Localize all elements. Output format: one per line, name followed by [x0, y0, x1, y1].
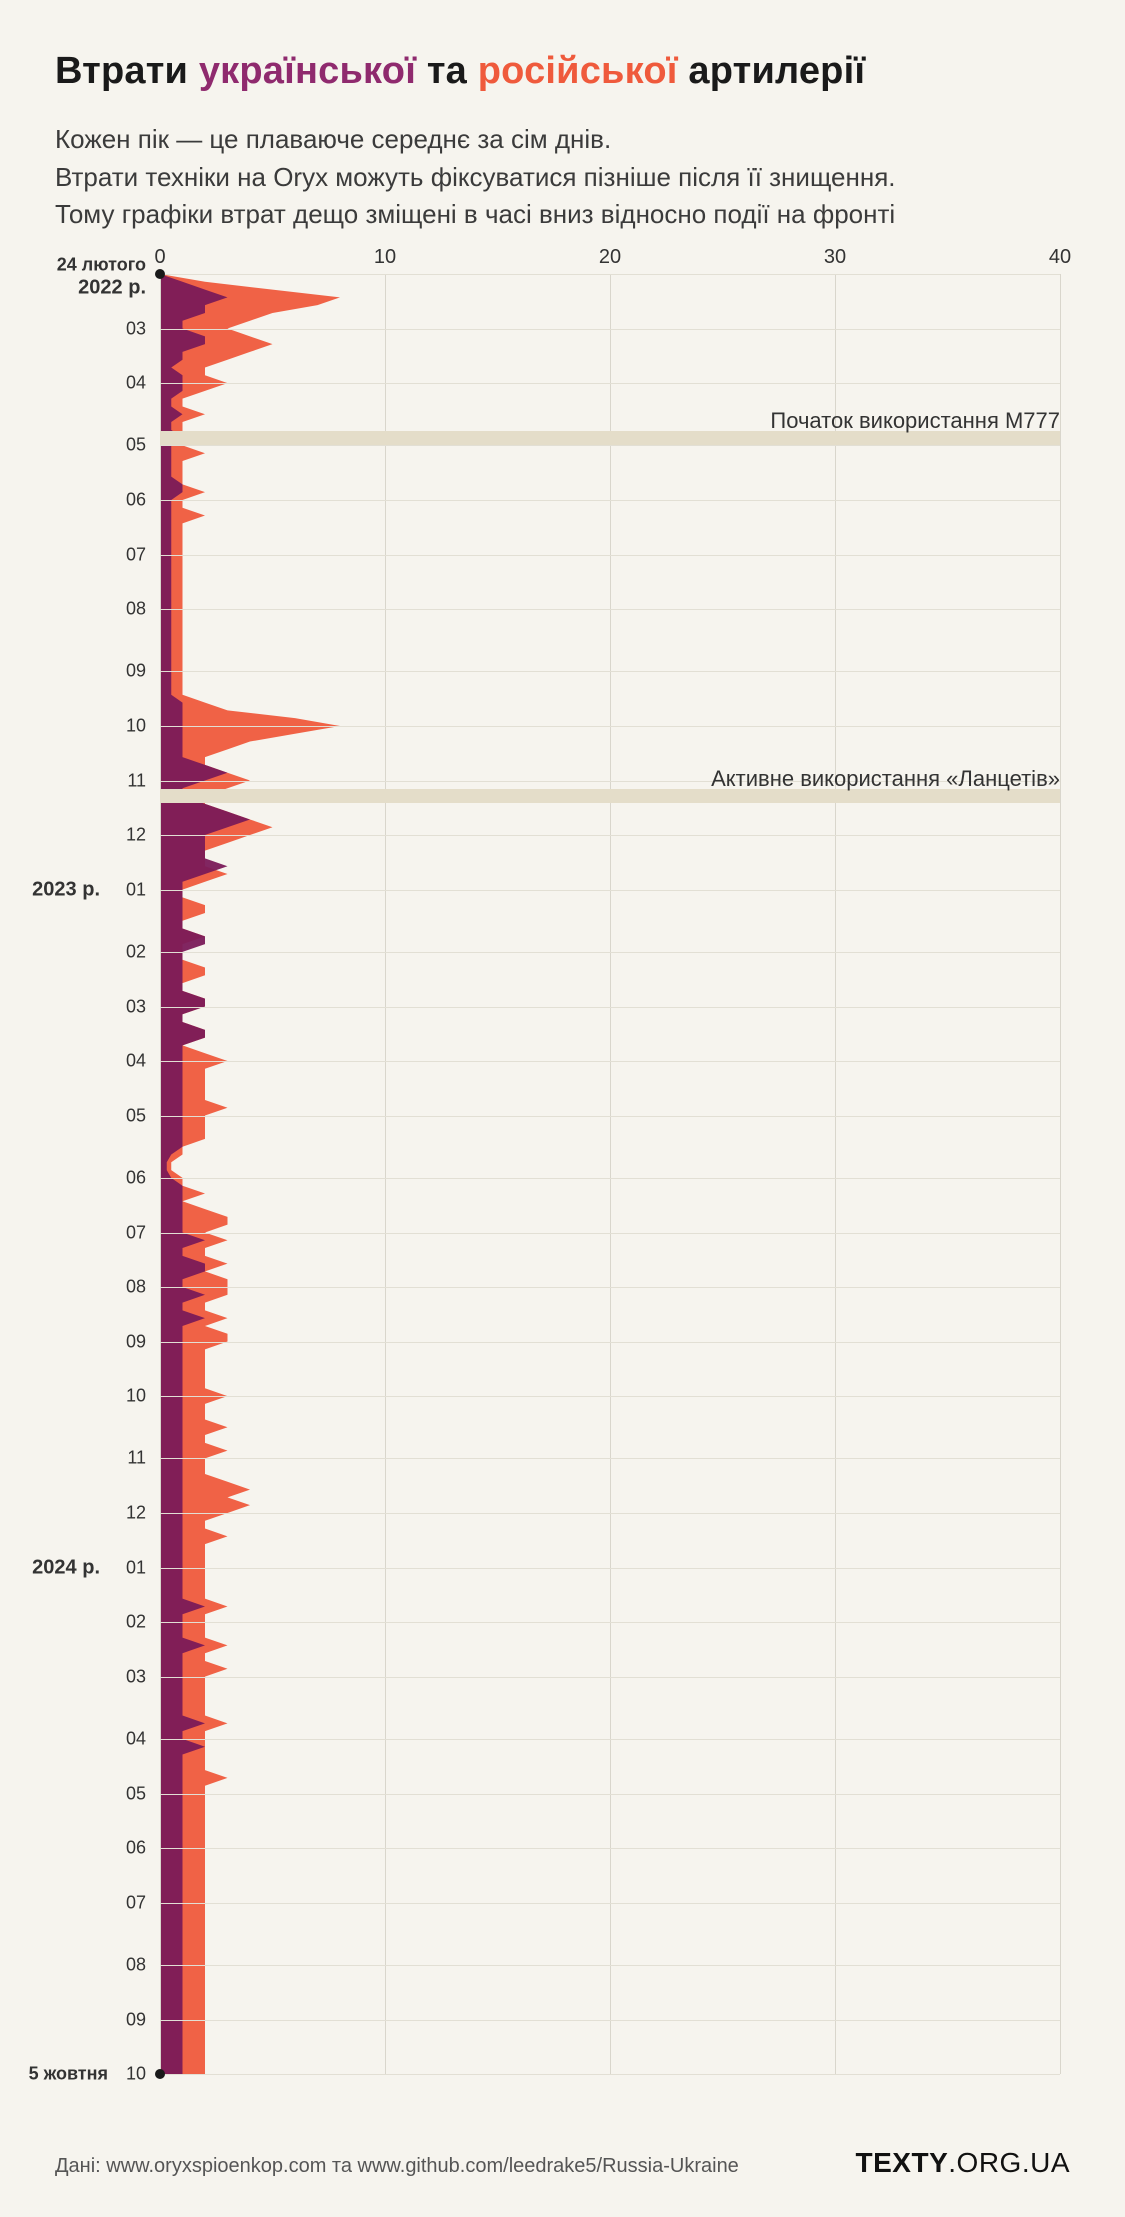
- month-gridline: [160, 1178, 1060, 1179]
- month-label: 10: [126, 2064, 146, 2085]
- month-gridline: [160, 1965, 1060, 1966]
- annotation-label: Активне використання «Ланцетів»: [711, 766, 1060, 792]
- month-gridline: [160, 1061, 1060, 1062]
- start-date-label: 24 лютого: [57, 255, 146, 276]
- year-label: 2023 р.: [32, 878, 100, 901]
- x-tick-label: 30: [824, 246, 846, 269]
- x-tick-label: 10: [374, 246, 396, 269]
- month-gridline: [160, 1903, 1060, 1904]
- month-gridline: [160, 1622, 1060, 1623]
- month-label: 08: [126, 599, 146, 620]
- title-ua-word: української: [199, 50, 416, 92]
- year-label: 2024 р.: [32, 1556, 100, 1579]
- end-dot: [155, 2069, 165, 2079]
- month-gridline: [160, 952, 1060, 953]
- month-gridline: [160, 609, 1060, 610]
- x-gridline: [610, 274, 611, 2074]
- brand: TEXTY.ORG.UA: [856, 2147, 1070, 2179]
- x-gridline: [1060, 274, 1061, 2074]
- start-dot: [155, 269, 165, 279]
- x-gridline: [385, 274, 386, 2074]
- month-gridline: [160, 671, 1060, 672]
- month-gridline: [160, 835, 1060, 836]
- month-label: 09: [126, 2009, 146, 2030]
- month-label: 10: [126, 716, 146, 737]
- month-label: 05: [126, 1783, 146, 1804]
- title-suffix: артилерії: [678, 50, 866, 92]
- month-label: 05: [126, 435, 146, 456]
- chart-title: Втрати української та російської артилер…: [55, 50, 1070, 93]
- month-gridline: [160, 890, 1060, 891]
- month-gridline: [160, 1116, 1060, 1117]
- month-gridline: [160, 383, 1060, 384]
- month-label: 09: [126, 1331, 146, 1352]
- month-gridline: [160, 1848, 1060, 1849]
- month-gridline: [160, 726, 1060, 727]
- chart-subtitle: Кожен пік — це плаваюче середнє за сім д…: [55, 121, 1055, 234]
- month-gridline: [160, 1794, 1060, 1795]
- month-label: 03: [126, 996, 146, 1017]
- month-label: 08: [126, 1277, 146, 1298]
- month-gridline: [160, 445, 1060, 446]
- month-gridline: [160, 1677, 1060, 1678]
- series-russia: [160, 274, 340, 2074]
- brand-bold: TEXTY: [856, 2147, 949, 2178]
- month-label: 03: [126, 318, 146, 339]
- month-label: 05: [126, 1105, 146, 1126]
- annotation-label: Початок використання M777: [770, 408, 1060, 434]
- month-label: 01: [126, 879, 146, 900]
- month-gridline: [160, 2074, 1060, 2075]
- month-label: 01: [126, 1557, 146, 1578]
- month-gridline: [160, 1342, 1060, 1343]
- month-label: 04: [126, 1728, 146, 1749]
- month-gridline: [160, 1007, 1060, 1008]
- year-label: 2022 р.: [78, 277, 146, 300]
- month-gridline: [160, 1458, 1060, 1459]
- month-label: 12: [126, 1503, 146, 1524]
- chart-area: 01020304003040506070809101112012023 р.02…: [160, 274, 1060, 2074]
- month-label: 09: [126, 661, 146, 682]
- x-gridline: [835, 274, 836, 2074]
- month-gridline: [160, 1513, 1060, 1514]
- month-gridline: [160, 1568, 1060, 1569]
- month-gridline: [160, 1233, 1060, 1234]
- x-gridline: [160, 274, 161, 2074]
- month-label: 02: [126, 1612, 146, 1633]
- month-gridline: [160, 274, 1060, 275]
- month-gridline: [160, 1739, 1060, 1740]
- page: Втрати української та російської артилер…: [0, 0, 1125, 2217]
- brand-thin: .ORG.UA: [948, 2147, 1070, 2178]
- month-label: 03: [126, 1666, 146, 1687]
- month-label: 04: [126, 373, 146, 394]
- title-mid: та: [416, 50, 478, 92]
- title-prefix: Втрати: [55, 50, 199, 92]
- month-gridline: [160, 329, 1060, 330]
- month-gridline: [160, 1287, 1060, 1288]
- month-label: 06: [126, 1167, 146, 1188]
- x-tick-label: 40: [1049, 246, 1071, 269]
- month-gridline: [160, 500, 1060, 501]
- month-gridline: [160, 2020, 1060, 2021]
- month-label: 02: [126, 941, 146, 962]
- end-date-label: 5 жовтня: [29, 2064, 108, 2085]
- month-label: 04: [126, 1051, 146, 1072]
- month-label: 07: [126, 1222, 146, 1243]
- month-label: 06: [126, 490, 146, 511]
- x-tick-label: 0: [154, 246, 165, 269]
- month-label: 08: [126, 1954, 146, 1975]
- month-label: 11: [127, 770, 146, 791]
- title-ru-word: російської: [478, 50, 678, 92]
- month-label: 10: [126, 1386, 146, 1407]
- month-label: 07: [126, 544, 146, 565]
- month-label: 11: [127, 1448, 146, 1469]
- source-text: Дані: www.oryxspioenkop.com та www.githu…: [55, 2155, 739, 2178]
- month-label: 12: [126, 825, 146, 846]
- footer: Дані: www.oryxspioenkop.com та www.githu…: [55, 2147, 1070, 2179]
- month-gridline: [160, 1396, 1060, 1397]
- month-label: 07: [126, 1892, 146, 1913]
- month-gridline: [160, 555, 1060, 556]
- month-label: 06: [126, 1838, 146, 1859]
- x-tick-label: 20: [599, 246, 621, 269]
